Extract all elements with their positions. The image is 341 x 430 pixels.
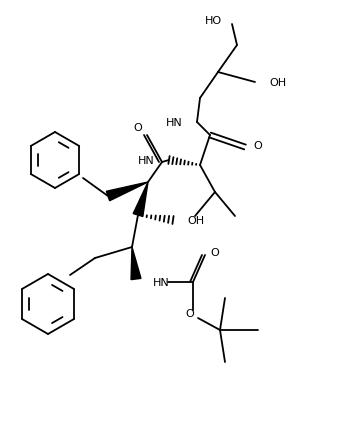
Text: HN: HN [166, 118, 183, 128]
Polygon shape [131, 247, 141, 280]
Text: O: O [186, 308, 194, 318]
Text: HN: HN [138, 156, 155, 166]
Text: O: O [210, 247, 219, 258]
Text: OH: OH [187, 215, 204, 225]
Text: HO: HO [205, 16, 222, 26]
Text: O: O [133, 123, 142, 133]
Text: OH: OH [269, 78, 286, 88]
Text: HN: HN [153, 277, 170, 287]
Polygon shape [133, 183, 148, 217]
Text: O: O [253, 141, 262, 150]
Polygon shape [106, 183, 148, 201]
